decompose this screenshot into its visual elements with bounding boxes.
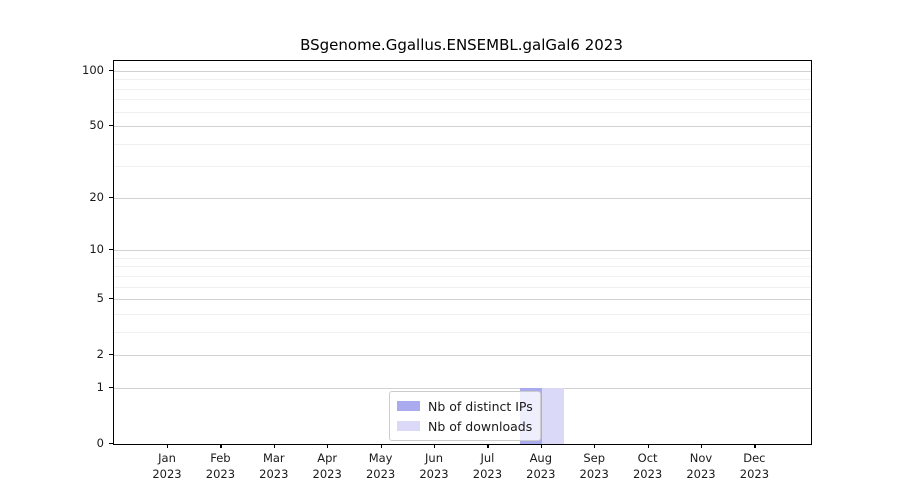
chart-title: BSgenome.Ggallus.ENSEMBL.galGal6 2023	[300, 36, 623, 54]
x-tick-label: Oct 2023	[618, 450, 678, 482]
y-tick-label: 10	[89, 242, 104, 257]
x-tick-mark	[754, 444, 756, 449]
x-tick-label: Jul 2023	[457, 450, 517, 482]
major-gridline	[114, 250, 811, 252]
x-tick-mark	[167, 444, 169, 449]
x-tick-mark	[540, 444, 543, 449]
x-tick-label: Jun 2023	[404, 450, 464, 482]
major-gridline	[114, 70, 811, 72]
x-tick-label: May 2023	[351, 450, 411, 482]
x-tick-mark	[487, 444, 489, 449]
x-tick-mark	[647, 444, 649, 449]
y-tick-label: 50	[89, 118, 104, 132]
x-tick-mark	[701, 444, 703, 449]
minor-gridline	[114, 331, 811, 333]
x-tick-month: Dec	[743, 451, 766, 465]
x-tick-label: Nov 2023	[671, 450, 731, 482]
x-tick-month: Jan	[158, 451, 176, 465]
x-tick-mark	[273, 444, 276, 449]
x-tick-label: Aug 2023	[511, 450, 571, 482]
y-tick-mark	[108, 196, 113, 199]
x-tick-year: 2023	[312, 467, 342, 481]
x-tick-mark	[594, 444, 596, 449]
legend-label-downloads: Nb of downloads	[428, 418, 533, 434]
y-tick-label: 2	[96, 347, 104, 362]
bar-downloads	[541, 387, 564, 444]
major-gridline	[114, 387, 811, 389]
major-gridline	[114, 197, 811, 199]
x-tick-label: Jan 2023	[137, 450, 197, 482]
x-tick-mark	[220, 444, 222, 449]
x-tick-month: Mar	[262, 451, 285, 465]
y-tick-label: 20	[89, 189, 104, 204]
x-tick-year: 2023	[686, 467, 716, 481]
x-tick-year: 2023	[739, 467, 770, 481]
x-tick-year: 2023	[472, 467, 503, 481]
legend: Nb of distinct IPs Nb of downloads	[389, 391, 541, 441]
x-tick-label: Apr 2023	[297, 450, 357, 482]
minor-gridline	[114, 257, 811, 259]
minor-gridline	[114, 79, 811, 81]
y-tick-mark	[108, 298, 113, 300]
minor-gridline	[114, 111, 811, 113]
y-tick-mark	[108, 249, 113, 251]
y-tick-mark	[108, 354, 113, 356]
x-tick-label: Sep 2023	[564, 450, 624, 482]
minor-gridline	[114, 143, 811, 145]
minor-gridline	[114, 266, 811, 268]
y-tick-mark	[108, 386, 113, 389]
x-tick-year: 2023	[205, 467, 236, 481]
y-tick-mark	[108, 69, 113, 72]
major-gridline	[114, 355, 811, 357]
minor-gridline	[114, 286, 811, 288]
x-tick-month: May	[368, 451, 393, 465]
y-tick-label: 0	[96, 436, 104, 450]
minor-gridline	[114, 313, 811, 315]
legend-swatch-downloads-icon	[397, 421, 420, 431]
y-tick-mark	[108, 125, 113, 127]
x-tick-year: 2023	[365, 467, 396, 481]
x-tick-mark	[380, 444, 382, 449]
x-tick-label: Dec 2023	[724, 450, 784, 482]
y-tick-label: 5	[96, 291, 104, 306]
x-tick-year: 2023	[632, 467, 663, 481]
x-tick-month: Jul	[480, 451, 495, 465]
y-tick-label: 1	[96, 379, 104, 394]
x-tick-mark	[434, 444, 436, 449]
minor-gridline	[114, 99, 811, 101]
x-tick-label: Feb 2023	[190, 450, 250, 482]
x-tick-month: Feb	[210, 451, 231, 465]
legend-item-downloads: Nb of downloads	[397, 418, 532, 434]
x-tick-month: Sep	[583, 451, 606, 465]
major-gridline	[114, 126, 811, 127]
y-tick-label: 100	[82, 62, 104, 77]
minor-gridline	[114, 275, 811, 277]
x-tick-year: 2023	[579, 467, 609, 481]
legend-item-distinct-ips: Nb of distinct IPs	[397, 398, 533, 414]
legend-label-distinct-ips: Nb of distinct IPs	[428, 398, 533, 414]
y-tick-mark	[108, 443, 113, 445]
x-tick-month: Apr	[317, 451, 338, 465]
x-tick-year: 2023	[526, 467, 556, 481]
x-tick-month: Oct	[637, 451, 658, 465]
x-tick-month: Jun	[425, 451, 443, 465]
x-tick-label: Mar 2023	[244, 450, 304, 482]
minor-gridline	[114, 88, 811, 90]
minor-gridline	[114, 166, 811, 168]
legend-swatch-distinct-ips-icon	[397, 401, 420, 411]
plot-area: Nb of distinct IPs Nb of downloads	[113, 60, 812, 445]
x-tick-year: 2023	[259, 467, 289, 481]
x-tick-month: Nov	[689, 451, 713, 465]
x-tick-year: 2023	[152, 467, 182, 481]
x-tick-month: Aug	[529, 451, 553, 465]
x-tick-mark	[327, 444, 329, 449]
x-tick-year: 2023	[419, 467, 449, 481]
major-gridline	[114, 299, 811, 301]
